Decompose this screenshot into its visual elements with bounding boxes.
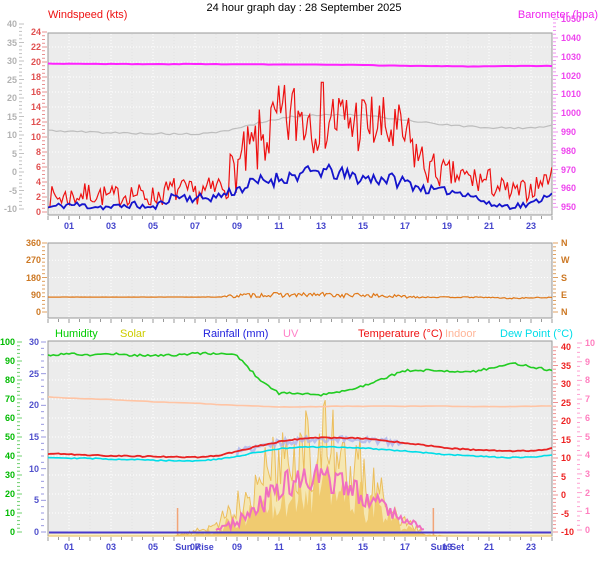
series-solar — [48, 400, 552, 537]
axis-ruler-barometer — [553, 18, 558, 208]
axis-ruler-temp-scale — [19, 23, 24, 210]
x-axis-ticks — [47, 537, 553, 541]
series-indoor — [48, 396, 552, 408]
axis-ruler-rainfall — [41, 341, 46, 533]
x-axis-ticks — [47, 216, 553, 220]
barometer-axis-title: Barometer (hpa) — [517, 9, 598, 21]
series-dew-point — [48, 445, 552, 463]
series-temperature — [48, 436, 552, 459]
series-humidity — [48, 351, 552, 397]
axis-ruler-uv — [577, 342, 582, 531]
series-uv — [215, 464, 425, 533]
series-wind-gust — [48, 81, 552, 209]
axis-ruler-windspeed — [42, 31, 47, 213]
page-title: 24 hour graph day : 28 September 2025 — [206, 2, 402, 14]
series-barometer — [48, 62, 552, 68]
series-wind-speed — [48, 162, 552, 211]
axis-ruler-temperature — [553, 346, 558, 533]
axis-ruler-humidity — [17, 341, 22, 533]
axis-ruler-direction-left — [42, 242, 47, 313]
series-wind-direction — [48, 291, 552, 300]
x-axis-ticks — [47, 319, 553, 323]
axis-ruler-direction-right — [553, 242, 558, 313]
series-solar-inner — [48, 458, 552, 536]
windspeed-axis-title: Windspeed (kts) — [48, 9, 128, 21]
